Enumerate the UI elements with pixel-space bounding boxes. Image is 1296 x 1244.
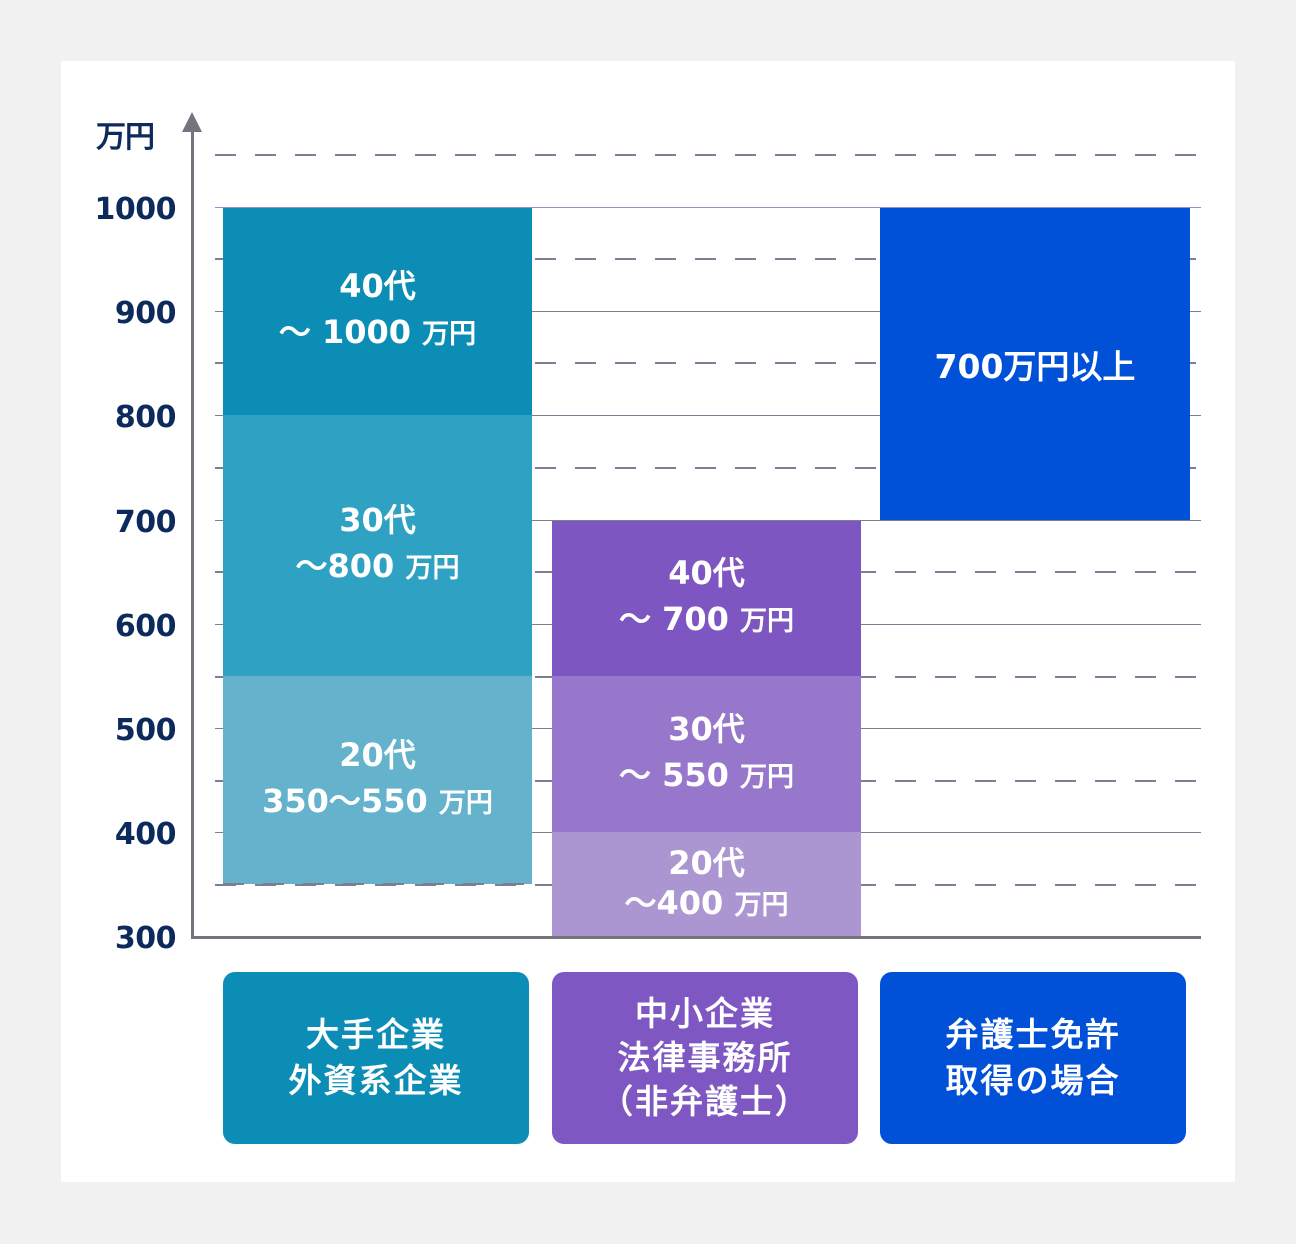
y-tick-900: 900: [114, 296, 177, 331]
bar-large-bottom-dash: [223, 883, 532, 885]
bar-large-40s: 40代 〜 1000 万円: [223, 208, 532, 415]
gridline-700: [215, 520, 1201, 521]
category-sme-line3: （非弁護士）: [600, 1082, 810, 1121]
bar-large-40s-amount: 〜 1000 万円: [278, 313, 477, 351]
bar-large-20s-amount: 350〜550 万円: [262, 781, 493, 820]
bar-large-30s-age: 30代: [339, 501, 416, 539]
y-tick-600: 600: [114, 609, 177, 644]
gridline-1000: [215, 207, 1201, 208]
y-tick-500: 500: [114, 713, 177, 748]
gridline-900: [215, 311, 1201, 312]
bar-large-20s: 20代 350〜550 万円: [223, 676, 532, 884]
gridline-950: [215, 258, 1201, 260]
bar-sme-20s: 20代 〜400 万円: [552, 832, 861, 937]
y-tick-1000: 1000: [94, 192, 177, 227]
category-sme-law-firm: 中小企業 法律事務所 （非弁護士）: [552, 972, 858, 1144]
y-tick-400: 400: [114, 817, 177, 852]
bar-large-30s: 30代 〜800 万円: [223, 415, 532, 676]
gridline-750: [215, 467, 1201, 469]
bar-sme-20s-age: 20代: [668, 844, 745, 882]
bar-sme-20s-amount: 〜400 万円: [624, 884, 789, 922]
gridline-1050: [215, 154, 1201, 156]
y-axis-line: [191, 128, 194, 938]
category-lawyer-line1: 弁護士免許: [945, 1015, 1121, 1054]
bar-sme-30s-amount: 〜 550 万円: [618, 755, 795, 794]
category-large-enterprise: 大手企業 外資系企業: [223, 972, 529, 1144]
category-sme-line2: 法律事務所: [617, 1038, 793, 1077]
category-lawyer-line2: 取得の場合: [945, 1061, 1121, 1100]
gridline-800: [215, 415, 1201, 416]
y-tick-700: 700: [114, 505, 177, 540]
bar-sme-40s: 40代 〜 700 万円: [552, 521, 861, 676]
bar-large-30s-amount: 〜800 万円: [295, 547, 460, 585]
bar-lawyer-label: 700万円以上: [934, 347, 1136, 386]
x-axis-line: [191, 936, 1201, 939]
y-axis-unit-label: 万円: [96, 120, 155, 155]
y-tick-800: 800: [114, 400, 177, 435]
y-tick-300: 300: [114, 921, 177, 956]
bar-large-40s-age: 40代: [339, 267, 416, 305]
category-large-line2: 外資系企業: [288, 1061, 464, 1100]
bar-sme-30s-age: 30代: [668, 709, 745, 748]
y-axis-arrow-icon: [182, 112, 202, 132]
bar-sme-40s-amount: 〜 700 万円: [618, 600, 795, 638]
category-large-line1: 大手企業: [306, 1015, 446, 1054]
bar-sme-30s: 30代 〜 550 万円: [552, 676, 861, 832]
category-sme-line1: 中小企業: [635, 994, 775, 1033]
bar-large-20s-age: 20代: [339, 735, 416, 774]
category-lawyer-license: 弁護士免許 取得の場合: [880, 972, 1186, 1144]
bar-sme-40s-age: 40代: [668, 554, 745, 592]
bar-lawyer: 700万円以上: [880, 208, 1190, 520]
gridline-850: [215, 362, 1201, 364]
